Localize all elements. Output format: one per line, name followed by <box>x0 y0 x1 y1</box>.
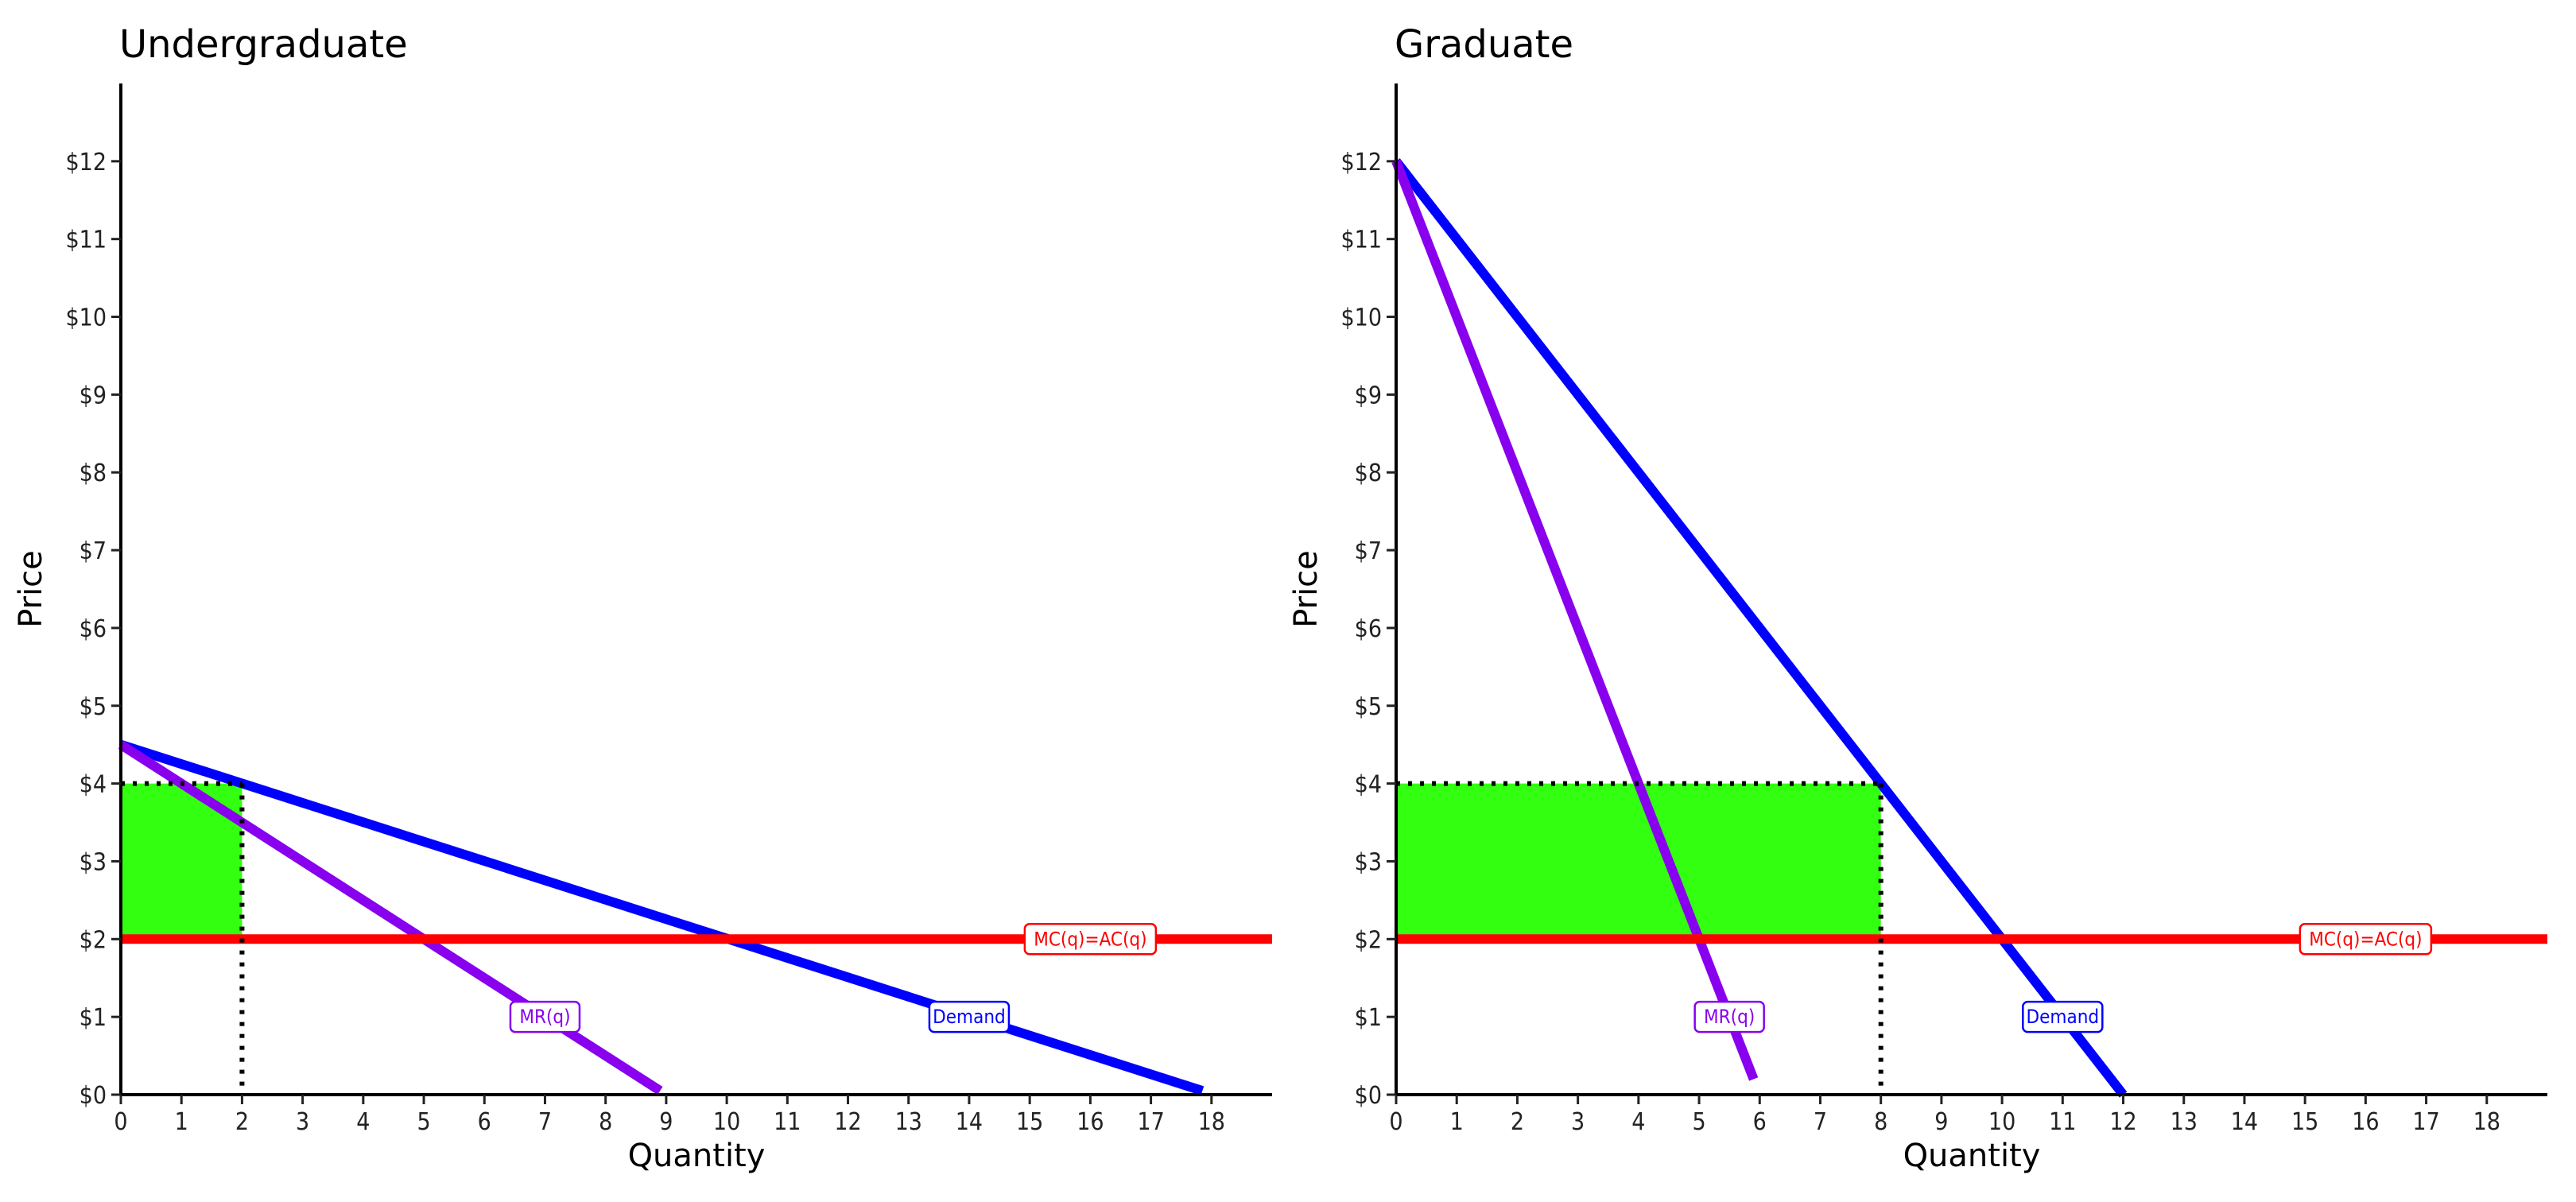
panel-undergraduate-y-tick-label: $0 <box>80 1082 107 1110</box>
panel-undergraduate-y-tick-label: $3 <box>80 848 107 876</box>
panel-graduate-label-box <box>2299 923 2433 956</box>
panel-graduate-y-tick-label: $0 <box>1355 1082 1382 1110</box>
panel-undergraduate-y-tick-label: $5 <box>80 693 107 721</box>
panel-graduate-x-tick-label: 15 <box>2291 1108 2318 1136</box>
panel-graduate-x-tick-label: 1 <box>1450 1108 1464 1136</box>
panel-graduate-x-tick-label: 8 <box>1874 1108 1887 1136</box>
panel-graduate-x-tick-label: 11 <box>2049 1108 2076 1136</box>
panel-graduate-y-tick-label: $8 <box>1355 459 1382 487</box>
panel-graduate-title: Graduate <box>1395 22 1573 67</box>
panel-undergraduate-y-tick-label: $10 <box>65 304 107 332</box>
panel-undergraduate-y-tick-label: $2 <box>80 926 107 954</box>
panel-undergraduate-x-tick-label: 8 <box>599 1108 612 1136</box>
panel-undergraduate-x-tick-label: 0 <box>114 1108 127 1136</box>
panel-undergraduate-x-tick-label: 15 <box>1016 1108 1043 1136</box>
panel-undergraduate-label-text: Demand <box>933 1006 1006 1028</box>
panel-undergraduate-x-tick-label: 14 <box>956 1108 983 1136</box>
panel-graduate-x-tick-label: 9 <box>1934 1108 1948 1136</box>
panel-undergraduate-y-tick-label: $1 <box>80 1004 107 1032</box>
panel-graduate-y-tick-label: $4 <box>1355 771 1382 799</box>
panel-undergraduate-x-tick-label: 16 <box>1077 1108 1104 1136</box>
panel-undergraduate-y-tick-label: $4 <box>80 771 107 799</box>
panel-graduate-x-tick-label: 12 <box>2109 1108 2136 1136</box>
panel-undergraduate-line-mr-q <box>118 740 663 1095</box>
panel-graduate-y-tick-label: $10 <box>1340 304 1382 332</box>
panel-graduate-y-tick-label: $11 <box>1340 227 1382 254</box>
panel-undergraduate-x-tick-label: 1 <box>175 1108 188 1136</box>
panel-graduate-x-tick-label: 2 <box>1511 1108 1524 1136</box>
panel-graduate-label-box <box>1693 1000 1765 1033</box>
panel-undergraduate-x-tick-label: 4 <box>356 1108 370 1136</box>
panel-graduate-x-axis-title: Quantity <box>1903 1138 2041 1174</box>
panel-undergraduate-x-tick-label: 17 <box>1137 1108 1164 1136</box>
panel-graduate-y-tick-label: $9 <box>1355 382 1382 409</box>
panel-graduate-x-tick-label: 4 <box>1631 1108 1645 1136</box>
panel-undergraduate-x-tick-label: 5 <box>417 1108 430 1136</box>
panel-undergraduate-label-text: MC(q)=AC(q) <box>1034 928 1146 950</box>
panel-graduate-x-tick-label: 3 <box>1571 1108 1585 1136</box>
panel-undergraduate-y-tick-label: $12 <box>65 149 107 176</box>
panel-undergraduate-label-demand: Demand <box>928 1000 1011 1033</box>
panel-undergraduate-y-axis-title: Price <box>13 550 49 628</box>
panel-graduate-x-tick-label: 5 <box>1692 1108 1705 1136</box>
panel-undergraduate-label-box <box>928 1000 1011 1033</box>
panel-undergraduate-y-tick-label: $7 <box>80 537 107 565</box>
panel-graduate-y-axis-title: Price <box>1288 550 1325 628</box>
panel-graduate-x-tick-label: 16 <box>2352 1108 2379 1136</box>
panel-undergraduate-x-tick-label: 6 <box>478 1108 491 1136</box>
panel-undergraduate-label-box <box>509 1000 581 1033</box>
panel-graduate-label-mc-q-ac-q: MC(q)=AC(q) <box>2299 923 2433 956</box>
panel-undergraduate-x-axis-title: Quantity <box>628 1138 766 1174</box>
panel-undergraduate-x-tick-label: 12 <box>834 1108 861 1136</box>
panel-graduate-x-tick-label: 7 <box>1814 1108 1827 1136</box>
panel-undergraduate-x-tick-label: 13 <box>895 1108 922 1136</box>
panel-undergraduate-x-tick-label: 18 <box>1198 1108 1225 1136</box>
panel-graduate-y-tick-label: $12 <box>1340 149 1382 176</box>
panel-graduate-label-text: MR(q) <box>1704 1006 1755 1028</box>
panel-graduate-y-tick-label: $2 <box>1355 926 1382 954</box>
panel-graduate-label-demand: Demand <box>2022 1000 2104 1033</box>
panel-undergraduate-x-tick-label: 10 <box>713 1108 740 1136</box>
panel-graduate-x-tick-label: 18 <box>2473 1108 2500 1136</box>
panel-undergraduate-label-box <box>1023 923 1158 956</box>
panel-graduate-line-mr-q <box>1391 159 1759 1081</box>
panel-graduate-x-tick-label: 17 <box>2412 1108 2439 1136</box>
panel-graduate-x-tick-label: 14 <box>2231 1108 2258 1136</box>
panel-graduate-label-text: Demand <box>2027 1006 2100 1028</box>
panel-graduate-line-demand <box>1392 158 2128 1098</box>
panel-graduate-y-tick-label: $6 <box>1355 615 1382 643</box>
panel-undergraduate-line-demand <box>119 739 1205 1095</box>
panel-graduate-x-tick-label: 10 <box>1988 1108 2015 1136</box>
panel-graduate-label-box <box>2022 1000 2104 1033</box>
panel-graduate-y-tick-label: $7 <box>1355 537 1382 565</box>
panel-graduate-x-tick-label: 13 <box>2171 1108 2198 1136</box>
panel-undergraduate-y-tick-label: $9 <box>80 382 107 409</box>
panel-undergraduate-label-mr-q: MR(q) <box>509 1000 581 1033</box>
panel-graduate-y-tick-label: $1 <box>1355 1004 1382 1032</box>
panel-graduate-profit-area <box>1396 783 1881 940</box>
panel-graduate-label-text: MC(q)=AC(q) <box>2309 928 2422 950</box>
panel-undergraduate-x-tick-label: 3 <box>296 1108 309 1136</box>
panel-undergraduate-y-tick-label: $6 <box>80 615 107 643</box>
panel-undergraduate-y-tick-label: $8 <box>80 459 107 487</box>
panel-graduate-x-tick-label: 0 <box>1389 1108 1402 1136</box>
panel-undergraduate-label-mc-q-ac-q: MC(q)=AC(q) <box>1023 923 1158 956</box>
panel-undergraduate-x-tick-label: 2 <box>235 1108 249 1136</box>
panel-undergraduate-y-tick-label: $11 <box>65 227 107 254</box>
panel-graduate-label-mr-q: MR(q) <box>1693 1000 1765 1033</box>
panel-graduate-y-tick-label: $3 <box>1355 848 1382 876</box>
panel-graduate-y-tick-label: $5 <box>1355 693 1382 721</box>
panel-undergraduate-label-text: MR(q) <box>519 1006 570 1028</box>
panel-undergraduate-x-tick-label: 7 <box>538 1108 552 1136</box>
panel-graduate-x-tick-label: 6 <box>1753 1108 1767 1136</box>
panel-undergraduate-title: Undergraduate <box>119 22 408 67</box>
panel-undergraduate-x-tick-label: 9 <box>659 1108 673 1136</box>
panel-undergraduate-x-tick-label: 11 <box>774 1108 801 1136</box>
